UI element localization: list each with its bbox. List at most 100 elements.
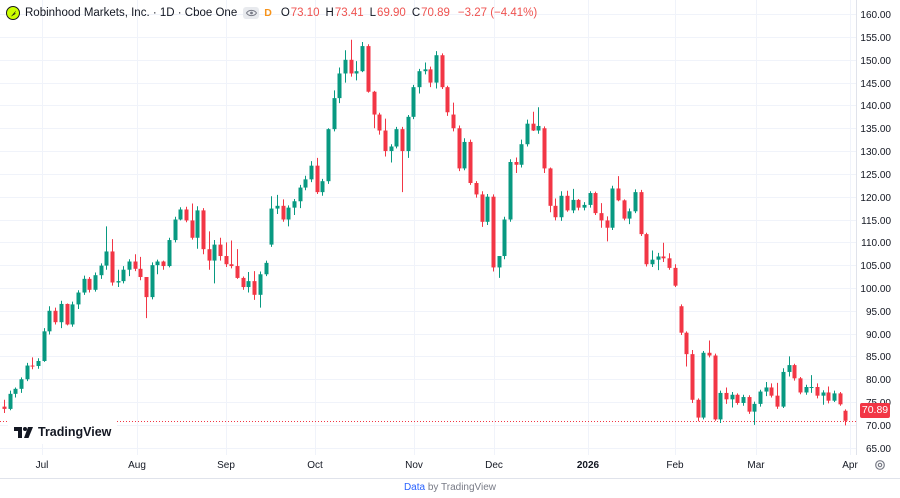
candle-body (309, 165, 314, 180)
y-tick-label: 110.00 (861, 238, 891, 249)
candle-body (150, 265, 155, 298)
candle-body (246, 281, 251, 288)
x-tick-label: Nov (405, 460, 423, 471)
candle-body (440, 55, 445, 88)
candle-body (536, 125, 541, 131)
candle-body (462, 141, 467, 169)
candle-body (235, 266, 240, 278)
close-value: 70.89 (421, 7, 450, 19)
candle-body (343, 59, 348, 74)
candle-body (417, 71, 422, 88)
candle-body (281, 205, 286, 220)
candle-body (445, 87, 450, 113)
change-value: −3.27 (−4.41%) (457, 7, 538, 19)
candle-body (93, 275, 98, 290)
candle-body (661, 256, 666, 259)
candle-body (679, 306, 684, 333)
footer-by-tradingview: by TradingView (427, 482, 497, 493)
y-tick-label: 150.00 (860, 56, 891, 67)
candle-body (167, 240, 172, 267)
candle-body (59, 303, 64, 323)
candle-body (457, 128, 462, 169)
open-value: 73.10 (290, 7, 320, 19)
candle-body (468, 141, 473, 184)
footer-data-link[interactable]: Data (403, 482, 426, 493)
candle-body (514, 162, 519, 165)
y-tick-label: 70.00 (866, 421, 891, 432)
y-tick-label: 130.00 (860, 147, 891, 158)
candle-body (826, 392, 831, 401)
candle-body (332, 98, 337, 130)
tradingview-logo-text: TradingView (38, 425, 112, 439)
candle-body (599, 213, 604, 221)
candle-body (480, 194, 485, 222)
candle-body (360, 46, 365, 72)
candle-body (548, 168, 553, 206)
candle-body (832, 393, 837, 401)
candle-body (508, 162, 513, 220)
candle-body (519, 144, 524, 165)
candle-body (241, 277, 246, 288)
candle-body (605, 220, 610, 228)
candle-body (127, 261, 132, 270)
candle-body (741, 397, 746, 403)
tradingview-logo[interactable]: TradingView (8, 420, 118, 444)
x-tick-label: Aug (128, 460, 146, 471)
candle-body (207, 249, 212, 261)
candle-body (275, 205, 280, 209)
open-label: O (280, 7, 290, 19)
candle-body (809, 387, 814, 389)
candle-body (320, 181, 325, 193)
candle-body (138, 268, 143, 278)
candle-body (372, 91, 377, 115)
candle-body (354, 71, 359, 74)
candle-body (769, 387, 774, 396)
candle-body (8, 393, 13, 409)
candle-body (161, 261, 166, 267)
candle-body (656, 256, 661, 260)
candle-body (121, 269, 126, 282)
candle-body (684, 332, 689, 355)
candle-body (406, 116, 411, 152)
candle-body (349, 59, 354, 74)
candle-body (798, 378, 803, 393)
candle-body (292, 201, 297, 208)
candle-body (787, 365, 792, 372)
x-tick-label: Mar (747, 460, 765, 471)
robinhood-feather-icon (6, 6, 20, 20)
candle-body (821, 392, 826, 396)
candle-body (593, 193, 598, 214)
candle-body (184, 209, 189, 221)
candle-body (588, 193, 593, 205)
x-tick-label: Sep (217, 460, 235, 471)
candle-body (190, 220, 195, 238)
candle-body (212, 244, 217, 261)
eye-icon[interactable] (243, 7, 260, 19)
candle-body (639, 192, 644, 235)
candle-body (366, 46, 371, 92)
candle-body (627, 211, 632, 219)
settings-gear-icon[interactable] (873, 458, 887, 472)
candle-body (838, 393, 843, 405)
candle-body (718, 392, 723, 420)
candle-body (707, 352, 712, 356)
candlestick-chart[interactable]: 160.00 155.00 150.00 145.00 140.00 135.00 130.… (0, 0, 900, 478)
y-tick-label: 105.00 (860, 261, 891, 272)
y-tick-label: 65.00 (866, 444, 891, 455)
symbol-title[interactable]: Robinhood Markets, Inc. · 1D · Cboe One (25, 7, 238, 19)
candle-body (389, 146, 394, 152)
candle-body (25, 365, 30, 380)
candle-body (553, 205, 558, 218)
candle-body (13, 388, 18, 394)
delayed-data-flag[interactable]: D (264, 7, 272, 19)
x-tick-label: Oct (307, 460, 323, 471)
y-tick-label: 135.00 (860, 124, 891, 135)
candle-body (502, 219, 507, 257)
candle-body (491, 196, 496, 268)
candle-body (400, 129, 405, 152)
candle-body (764, 387, 769, 392)
candle-body (843, 410, 848, 421)
candle-body (144, 277, 149, 298)
candle-body (565, 195, 570, 211)
y-tick-label: 145.00 (860, 79, 891, 90)
